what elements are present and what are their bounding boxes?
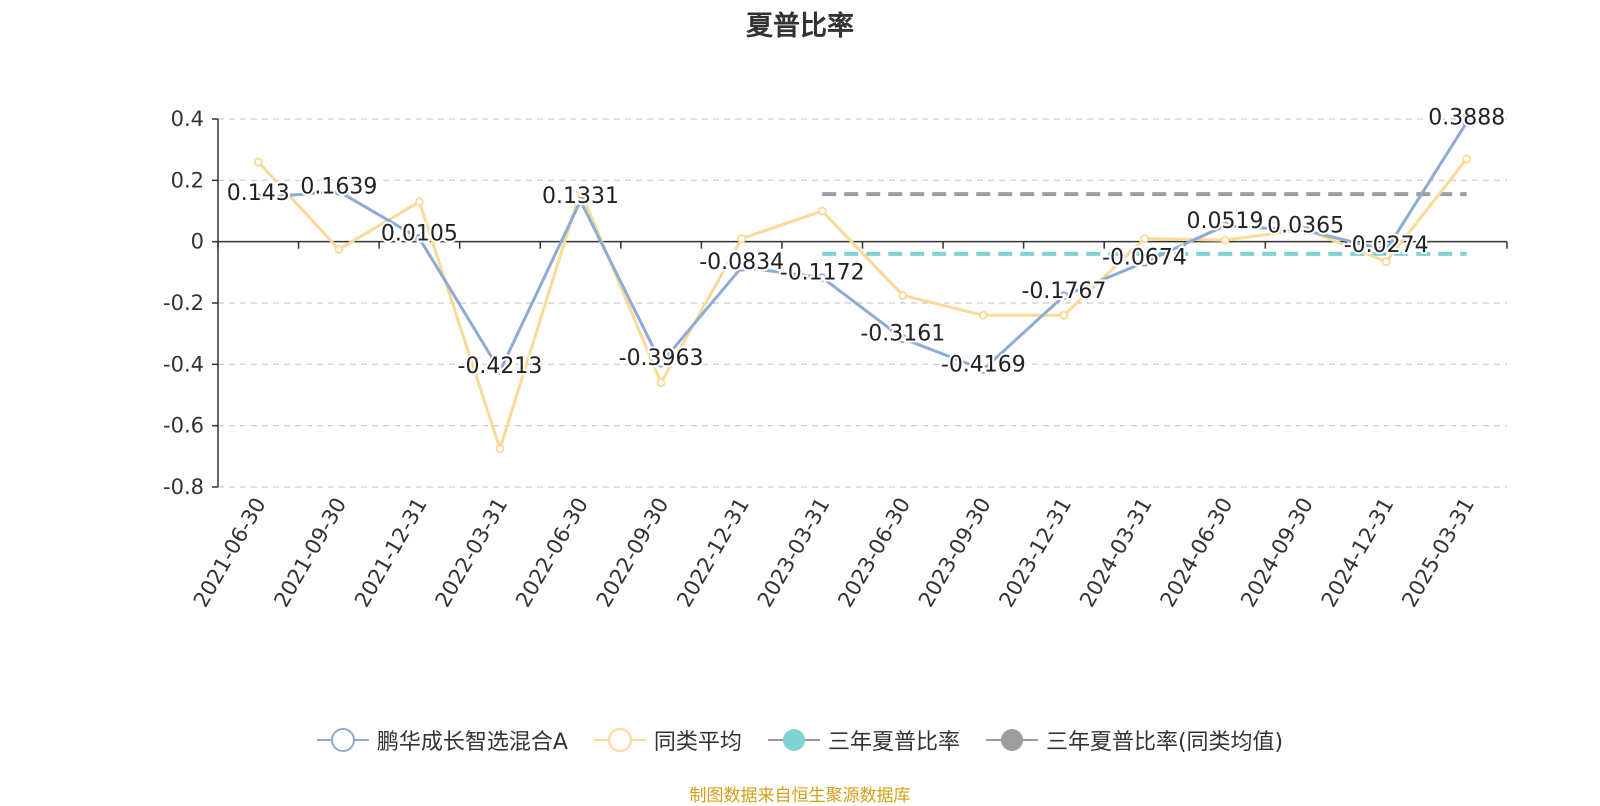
- data-point: [978, 310, 988, 320]
- x-tick-label: 2021-12-31: [350, 494, 432, 612]
- data-point: [576, 186, 585, 196]
- source-note: 制图数据来自恒生聚源数据库: [689, 786, 911, 806]
- y-tick-label: 0: [191, 230, 204, 254]
- x-tick-label: 2024-03-31: [1075, 494, 1157, 612]
- data-point: [1462, 154, 1472, 164]
- legend-label: 鹏华成长智选混合A: [376, 730, 568, 755]
- data-point: [898, 290, 908, 300]
- legend-swatch-icon: [316, 728, 369, 752]
- x-tick-label: 2023-03-31: [753, 494, 835, 612]
- x-tick-label: 2021-09-30: [269, 494, 351, 612]
- data-point: [495, 366, 505, 376]
- data-label: 0.3888: [1428, 105, 1505, 130]
- legend-item[interactable]: 三年夏普比率: [767, 724, 960, 756]
- data-point: [1140, 257, 1149, 267]
- data-point: [1381, 257, 1391, 267]
- data-point: [656, 378, 666, 388]
- legend-label: 三年夏普比率: [827, 730, 960, 755]
- data-label: -0.0834: [699, 250, 784, 275]
- legend-item[interactable]: 鹏华成长智选混合A: [316, 724, 568, 756]
- legend-swatch-icon: [985, 729, 1038, 751]
- x-tick-label: 2022-12-31: [672, 494, 754, 612]
- data-point: [817, 273, 827, 283]
- y-tick-label: 0.2: [171, 168, 204, 192]
- legend: 鹏华成长智选混合A 同类平均 三年夏普比率 三年夏普比率(同类均值): [0, 722, 1600, 758]
- data-label: -0.3161: [860, 322, 945, 347]
- x-tick-label: 2024-09-30: [1236, 494, 1318, 612]
- y-tick-label: -0.8: [163, 475, 204, 499]
- data-point: [415, 234, 424, 243]
- legend-label: 同类平均: [653, 730, 742, 755]
- data-label: -0.1767: [1021, 279, 1106, 304]
- data-label: -0.4169: [941, 353, 1026, 378]
- y-tick-label: 0.4: [171, 107, 204, 131]
- x-tick-label: 2022-06-30: [511, 494, 593, 612]
- data-point: [737, 234, 747, 244]
- data-point: [334, 187, 344, 196]
- data-point: [495, 444, 505, 454]
- data-point: [656, 358, 666, 368]
- data-point: [1220, 221, 1230, 231]
- data-label: 0.1331: [542, 184, 619, 209]
- x-tick-label: 2021-06-30: [189, 494, 271, 612]
- data-point: [1059, 310, 1069, 320]
- series-line: [258, 121, 1468, 373]
- y-tick-label: -0.6: [163, 414, 204, 438]
- x-tick-label: 2024-06-30: [1156, 494, 1238, 612]
- data-label: -0.1172: [780, 261, 865, 286]
- data-label: -0.4213: [458, 354, 543, 379]
- legend-label: 三年夏普比率(同类均值): [1045, 730, 1284, 755]
- x-tick-label: 2022-03-31: [430, 494, 512, 612]
- data-label: 0.0519: [1187, 209, 1264, 234]
- series-line: [257, 157, 1468, 451]
- data-point: [1462, 118, 1472, 127]
- data-point: [1301, 226, 1310, 235]
- y-tick-label: -0.2: [163, 291, 204, 315]
- data-point: [415, 197, 424, 207]
- data-point: [576, 196, 585, 206]
- data-point: [978, 365, 988, 374]
- data-label: -0.3963: [619, 346, 704, 371]
- data-label: -0.0674: [1102, 245, 1187, 270]
- x-tick-label: 2023-09-30: [914, 494, 996, 612]
- data-point: [1140, 234, 1149, 244]
- data-point: [737, 262, 747, 272]
- data-point: [817, 206, 827, 216]
- data-point: [253, 157, 263, 167]
- data-point: [898, 334, 908, 344]
- data-point: [334, 244, 344, 254]
- x-tick-label: 2023-06-30: [833, 494, 915, 612]
- chart-title: 夏普比率: [746, 11, 854, 42]
- data-label: 0.0105: [381, 221, 458, 246]
- legend-item[interactable]: 三年夏普比率(同类均值): [985, 724, 1284, 756]
- legend-item[interactable]: 同类平均: [593, 724, 742, 756]
- data-label: 0.1639: [300, 174, 377, 199]
- data-point: [253, 193, 263, 203]
- data-point: [1059, 291, 1069, 301]
- x-tick-label: 2023-12-31: [994, 494, 1076, 612]
- x-tick-label: 2024-12-31: [1317, 494, 1399, 612]
- y-tick-label: -0.4: [163, 352, 204, 376]
- data-point: [1220, 235, 1230, 245]
- data-label: -0.0274: [1344, 233, 1429, 258]
- legend-swatch-icon: [593, 728, 646, 752]
- data-point: [1381, 245, 1391, 255]
- legend-swatch-icon: [767, 729, 820, 751]
- x-tick-label: 2022-09-30: [592, 494, 674, 612]
- data-label: 0.143: [227, 181, 290, 206]
- data-label: 0.0365: [1267, 213, 1344, 238]
- x-tick-label: 2025-03-31: [1397, 494, 1479, 612]
